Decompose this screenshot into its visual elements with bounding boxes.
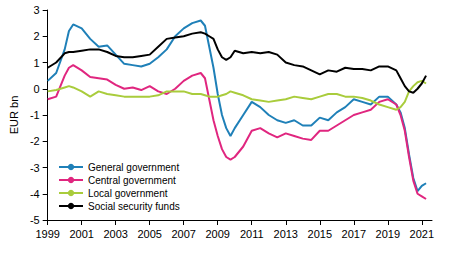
svg-text:-5: -5 <box>30 214 40 226</box>
svg-text:Central government: Central government <box>88 175 176 186</box>
svg-text:2021: 2021 <box>410 228 434 240</box>
svg-text:2019: 2019 <box>376 228 400 240</box>
svg-text:Social security funds: Social security funds <box>88 201 180 212</box>
svg-text:2005: 2005 <box>137 228 161 240</box>
svg-text:-3: -3 <box>30 162 40 174</box>
svg-text:2001: 2001 <box>69 228 93 240</box>
svg-text:-1: -1 <box>30 109 40 121</box>
svg-text:0: 0 <box>34 83 40 95</box>
svg-text:-2: -2 <box>30 135 40 147</box>
svg-text:2009: 2009 <box>205 228 229 240</box>
svg-text:2: 2 <box>34 30 40 42</box>
svg-text:3: 3 <box>34 4 40 16</box>
svg-text:2017: 2017 <box>342 228 366 240</box>
svg-text:1: 1 <box>34 57 40 69</box>
svg-text:General government: General government <box>88 162 179 173</box>
svg-text:2003: 2003 <box>103 228 127 240</box>
svg-text:-4: -4 <box>30 188 40 200</box>
svg-text:Local government: Local government <box>88 188 168 199</box>
svg-text:EUR bn: EUR bn <box>8 96 20 135</box>
svg-text:2011: 2011 <box>240 228 264 240</box>
svg-text:2013: 2013 <box>274 228 298 240</box>
svg-text:2007: 2007 <box>171 228 195 240</box>
svg-text:1999: 1999 <box>35 228 59 240</box>
svg-text:2015: 2015 <box>308 228 332 240</box>
